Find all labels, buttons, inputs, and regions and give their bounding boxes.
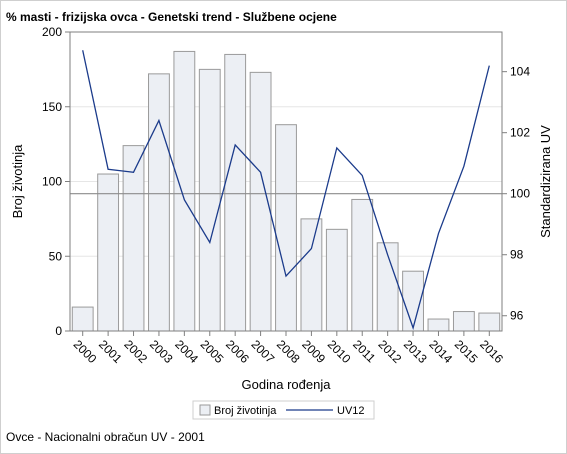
x-tick-label: 2005 [198,337,227,366]
bar [97,173,120,332]
bar [351,198,374,332]
y2-tick-label: 96 [510,309,524,323]
x-tick-label: 2000 [71,337,100,366]
bar [300,218,323,332]
legend-swatch-bar [199,404,211,416]
x-tick-label: 2011 [350,337,378,365]
bar [173,50,196,332]
x-tick-label: 2006 [223,337,252,366]
bar [224,53,247,332]
x-tick-label: 2009 [299,337,328,366]
x-tick-label: 2014 [426,337,455,366]
y-axis-title: Broj životinja [10,144,25,218]
x-tick-label: 2013 [401,337,430,366]
y2-tick-label: 102 [510,126,530,140]
bar [427,318,450,332]
x-tick-label: 2001 [96,337,125,366]
y2-tick-label: 104 [510,65,530,79]
footnote: Ovce - Nacionalni obračun UV - 2001 [6,430,205,444]
x-tick-label: 2012 [376,337,405,366]
legend-label-line: UV12 [337,405,365,417]
bar [122,145,145,332]
bar [452,311,475,332]
x-tick-label: 2004 [172,337,201,366]
y2-axis-title: Standardizirana UV [538,125,553,238]
x-tick-label: 2008 [274,337,303,366]
x-axis-title: Godina rođenja [242,377,332,392]
x-tick-label: 2016 [477,337,506,366]
y2-tick-label: 100 [510,187,530,201]
bar [148,73,170,332]
bar [275,124,297,332]
y-tick-label: 100 [42,175,62,189]
bar [198,68,221,332]
bar [478,312,501,332]
legend-box [192,400,375,420]
series-line-uv12 [82,50,490,331]
x-tick-label: 2003 [147,337,176,366]
y-tick-label: 0 [55,324,62,338]
legend: Broj životinja UV12 [192,400,375,420]
line-series [82,50,490,331]
bar-series [71,50,501,332]
y2-tick-label: 98 [510,248,524,262]
y-tick-label: 200 [42,25,62,39]
x-tick-label: 2007 [248,337,277,366]
x-tick-label: 2002 [121,337,150,366]
y-tick-label: 50 [49,249,63,263]
y-tick-label: 150 [42,100,62,114]
x-tick-label: 2010 [325,337,354,366]
legend-label-bar: Broj životinja [214,405,277,417]
bar [71,306,94,332]
chart-title: % masti - frizijska ovca - Genetski tren… [6,10,337,24]
x-tick-label: 2015 [452,337,481,366]
bar [325,228,348,332]
